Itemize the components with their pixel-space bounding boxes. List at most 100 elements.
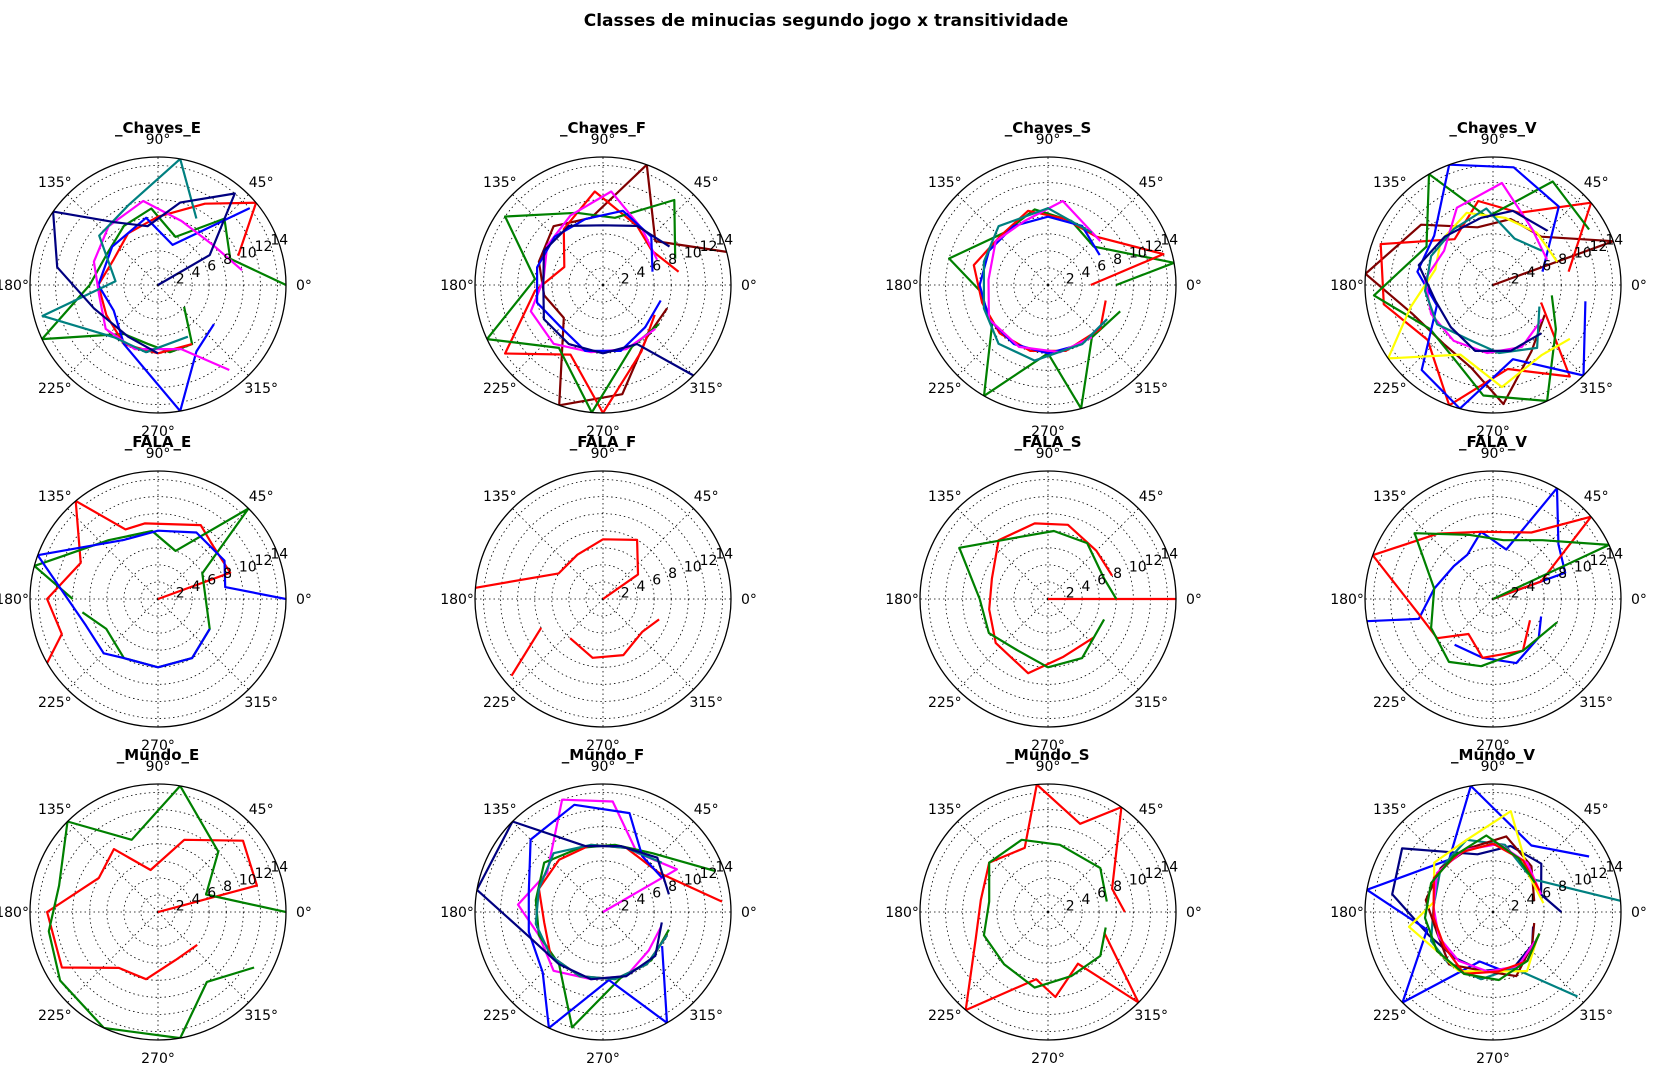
angular-grid-line — [67, 508, 159, 600]
angular-grid-line — [1047, 194, 1139, 286]
angle-label: 90° — [591, 759, 616, 775]
polar-frame — [919, 156, 1177, 414]
radial-tick-label: 8 — [668, 252, 677, 268]
polar-frame — [474, 156, 732, 414]
angle-label: 225° — [38, 695, 72, 711]
series-group — [947, 199, 1176, 410]
angular-grid-line — [957, 598, 1049, 690]
series-line — [33, 507, 250, 669]
radial-grid-circle — [585, 581, 621, 617]
angle-label: 135° — [483, 175, 517, 191]
angular-grid-line — [1402, 508, 1494, 600]
radial-tick-label: 2 — [176, 898, 185, 914]
radial-tick-label: 10 — [1129, 559, 1147, 575]
series-group — [958, 522, 1176, 675]
radial-tick-label: 8 — [223, 566, 232, 582]
radial-grid-circle — [1407, 199, 1579, 371]
series-line — [1379, 199, 1593, 407]
angle-label: 180° — [0, 592, 29, 608]
radial-tick-label: 8 — [1558, 252, 1567, 268]
radial-tick-label: 10 — [1574, 245, 1592, 261]
radial-grid-circle — [1475, 894, 1511, 930]
radial-grid-circle — [72, 513, 244, 685]
radial-grid-circle — [996, 233, 1100, 337]
radial-grid-circle — [962, 199, 1134, 371]
radial-grid-circle — [1373, 792, 1613, 1032]
radial-tick-label: 6 — [652, 258, 661, 274]
radial-grid-circle — [38, 165, 278, 405]
series-line — [1423, 834, 1541, 982]
angular-grid-line — [67, 821, 159, 913]
angular-grid-line — [67, 911, 159, 1003]
subplot-title: _FALA_F — [570, 433, 637, 451]
radial-tick-label: 8 — [223, 252, 232, 268]
radial-grid-circle — [140, 267, 176, 303]
radial-grid-circle — [551, 233, 655, 337]
radial-grid-circle — [483, 479, 723, 719]
series-group — [475, 798, 723, 1030]
angle-label: 90° — [1481, 759, 1506, 775]
angular-grid-line — [67, 598, 159, 690]
angle-label: 135° — [38, 175, 72, 191]
radial-tick-label: 12 — [700, 866, 718, 882]
radial-tick-label: 2 — [1511, 585, 1520, 601]
series-line — [1372, 173, 1590, 403]
angle-label: 315° — [244, 381, 278, 397]
radial-grid-circle — [1458, 250, 1528, 320]
radial-grid-circle — [928, 165, 1168, 405]
polar-frame — [1364, 783, 1622, 1041]
radial-grid-circle — [72, 826, 244, 998]
radial-tick-label: 14 — [1160, 546, 1178, 562]
subplot-title: _Mundo_F — [562, 746, 645, 764]
radial-tick-label: 10 — [1574, 872, 1592, 888]
subplot-title: _Mundo_S — [1006, 746, 1089, 764]
radial-tick-label: 10 — [684, 872, 702, 888]
series-line — [97, 207, 250, 413]
radial-grid-circle — [72, 199, 244, 371]
radial-grid-circle — [1475, 581, 1511, 617]
angular-grid-line — [957, 911, 1049, 1003]
radial-tick-label: 4 — [637, 579, 646, 595]
series-line — [475, 820, 670, 981]
radial-grid-circle — [1458, 877, 1528, 947]
angular-grid-line — [157, 821, 249, 913]
radial-grid-circle — [945, 182, 1151, 388]
angle-label: 225° — [928, 381, 962, 397]
radial-tick-label: 2 — [621, 585, 630, 601]
radial-grid-circle — [585, 894, 621, 930]
radial-tick-label: 14 — [1605, 859, 1623, 875]
angular-grid-line — [512, 821, 604, 913]
subplot-title: _FALA_V — [1459, 433, 1527, 451]
series-group — [485, 163, 727, 413]
radial-grid-circle — [38, 479, 278, 719]
angle-label: 0° — [741, 278, 757, 294]
radial-tick-label: 12 — [1590, 239, 1608, 255]
polar-frame — [474, 470, 732, 728]
radial-grid-circle — [996, 860, 1100, 964]
angular-grid-line — [157, 508, 249, 600]
series-line — [982, 207, 1108, 362]
angular-grid-line — [512, 284, 604, 376]
angle-label: 270° — [1031, 738, 1065, 754]
series-line — [542, 224, 695, 377]
series-line — [510, 627, 543, 677]
angle-label: 315° — [1579, 1008, 1613, 1024]
series-line — [485, 198, 677, 413]
angle-label: 180° — [0, 278, 29, 294]
radial-tick-label: 6 — [207, 572, 216, 588]
polar-frame — [1364, 470, 1622, 728]
angular-grid-line — [512, 194, 604, 286]
series-line — [51, 192, 236, 355]
series-group — [1365, 784, 1621, 1004]
radial-grid-circle — [500, 496, 706, 702]
angle-label: 0° — [1186, 592, 1202, 608]
radial-tick-label: 4 — [1082, 265, 1091, 281]
series-group — [1365, 163, 1615, 410]
radial-tick-label: 12 — [255, 866, 273, 882]
series-line — [1413, 532, 1611, 668]
